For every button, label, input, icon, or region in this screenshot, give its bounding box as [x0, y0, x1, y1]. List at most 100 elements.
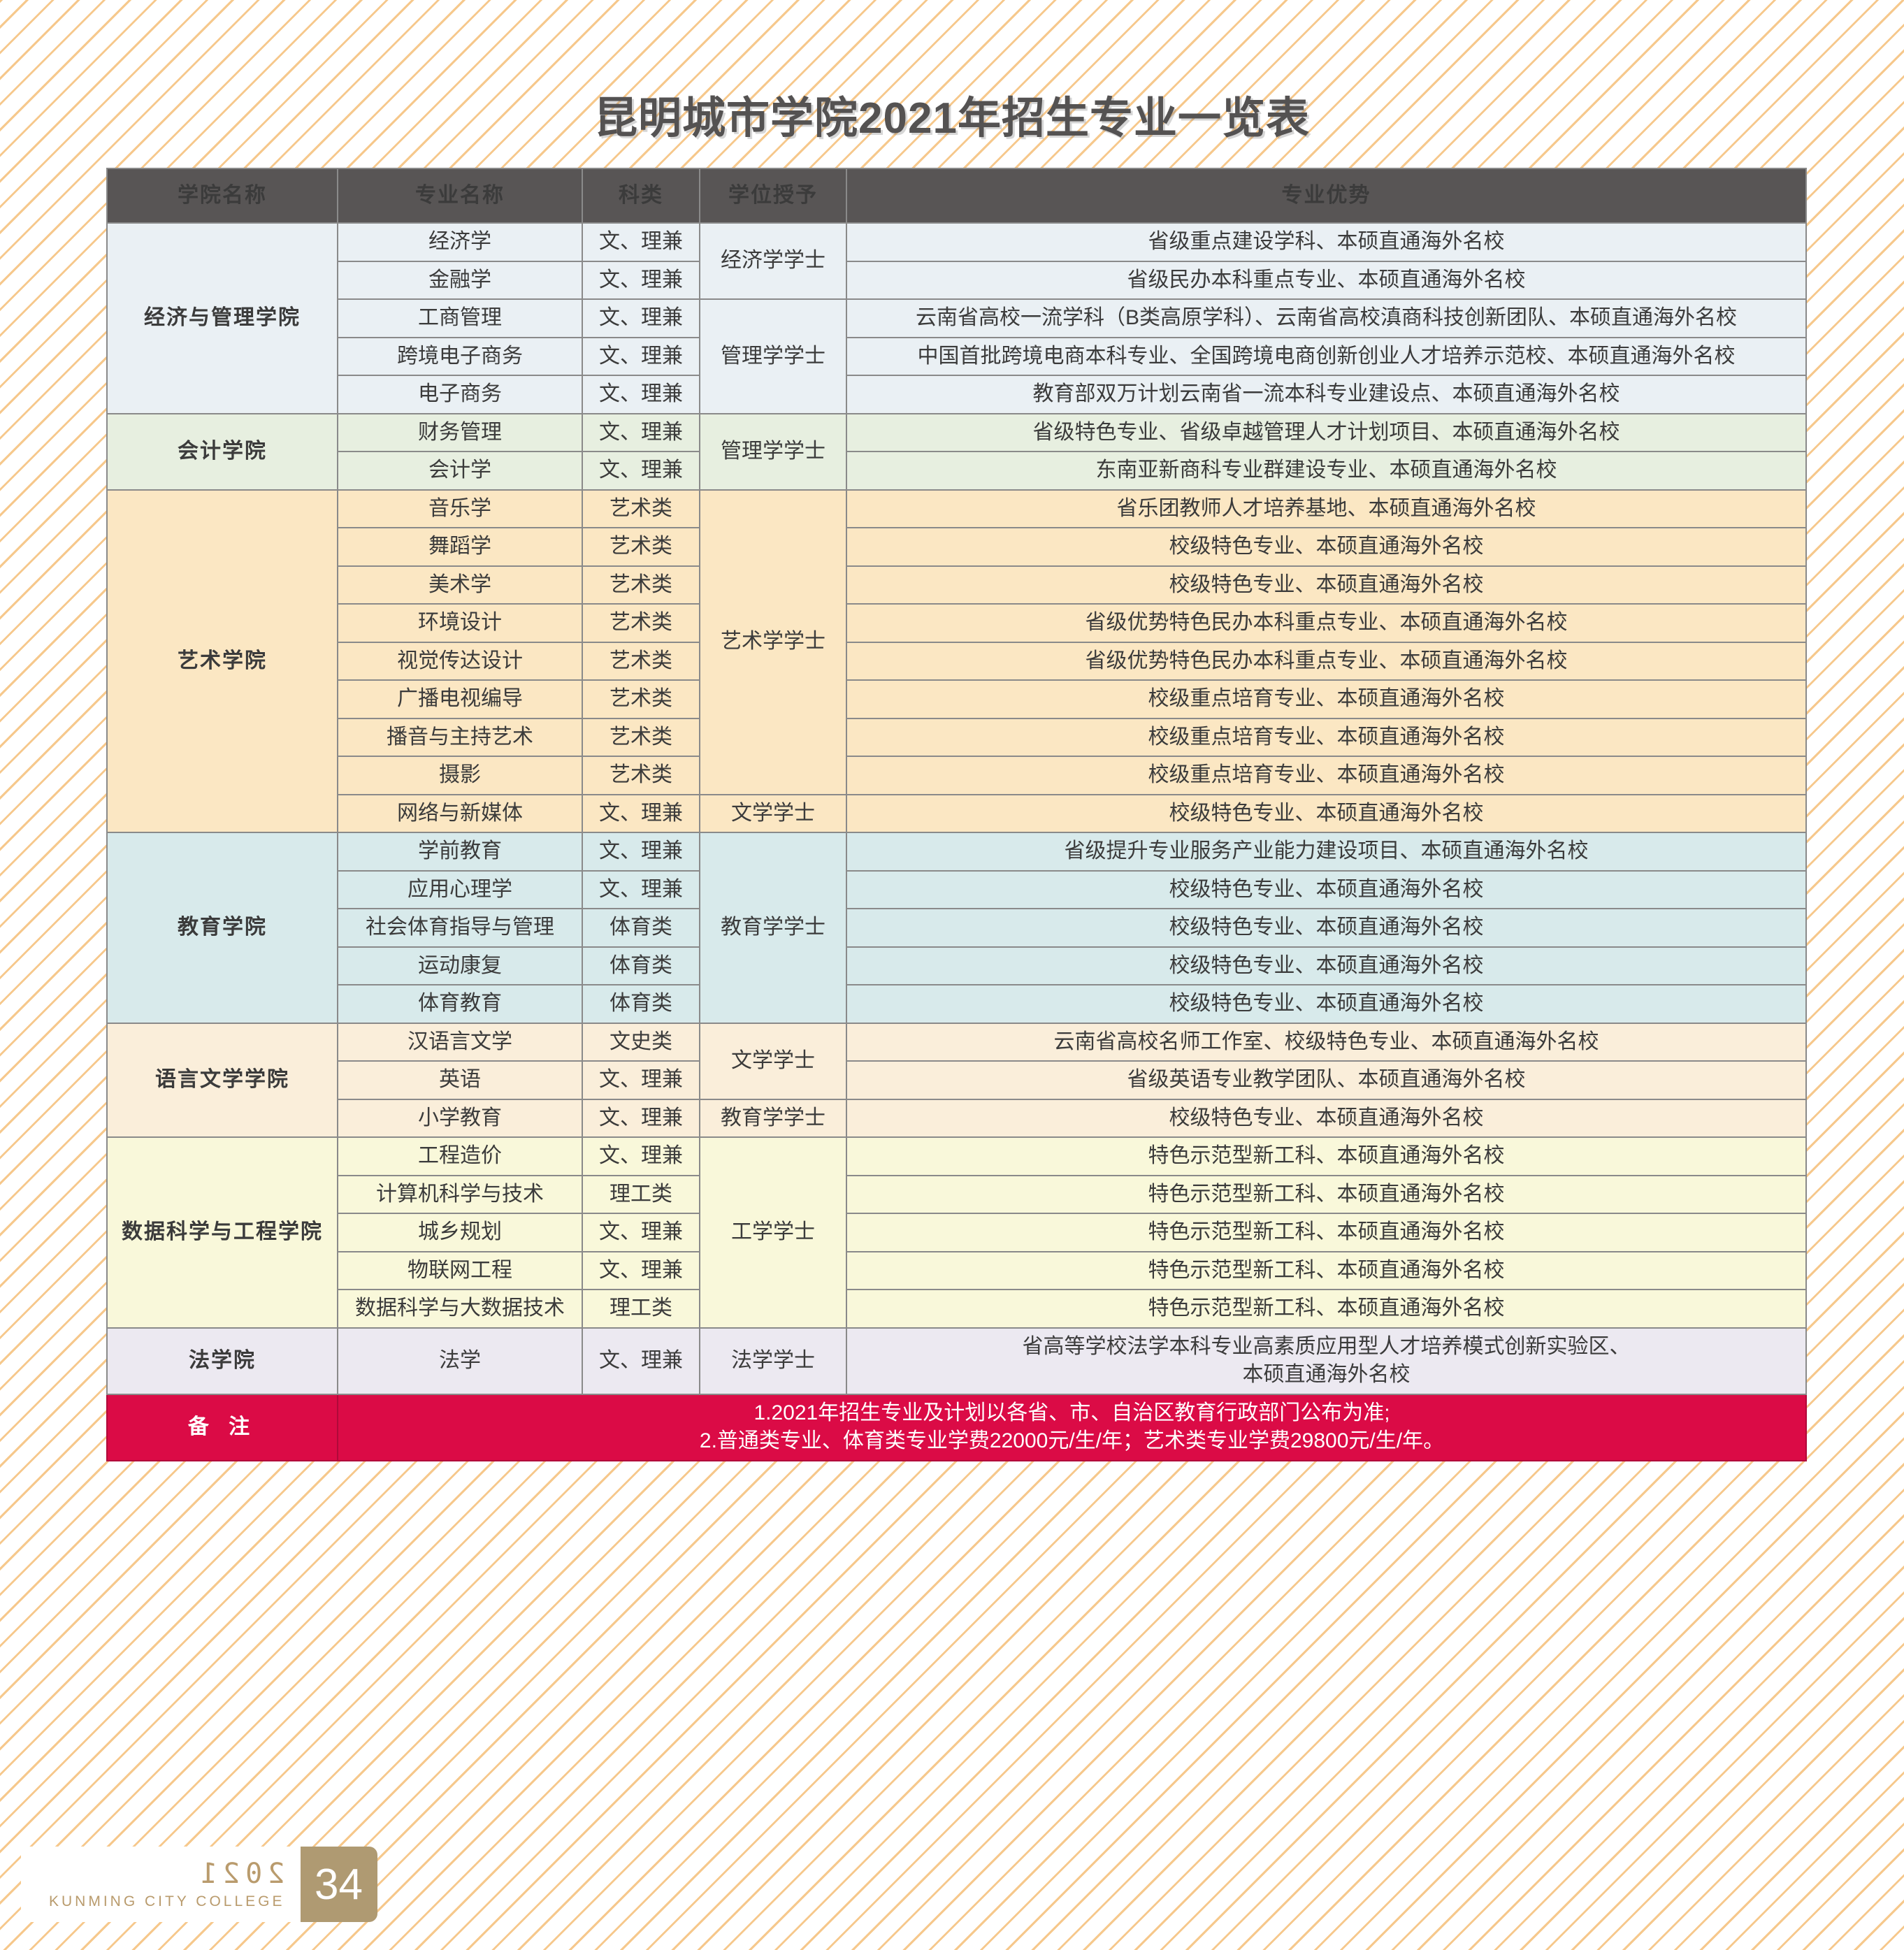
- degree-cell: 工学学士: [699, 1136, 847, 1329]
- table-row: 经济与管理学院 经济学 文、理兼 经济学学士 省级重点建设学科、本硕直通海外名校: [106, 222, 1807, 414]
- footer-college-name: KUNMING CITY COLLEGE: [49, 1893, 285, 1909]
- table-row: 网络与新媒体 文、理兼 文学学士 校级特色专业、本硕直通海外名校: [107, 793, 1807, 833]
- major-advantage-cell: 校级重点培育专业、本硕直通海外名校: [846, 756, 1807, 795]
- major-name-cell: 摄影: [337, 756, 583, 795]
- table-row: 艺术学院 音乐学 艺术类 艺术学学士 省乐团教师人才培养基地、本硕直通海外名校: [106, 489, 1807, 833]
- major-name-cell: 美术学: [337, 565, 583, 605]
- major-advantage-cell: 云南省高校名师工作室、校级特色专业、本硕直通海外名校: [846, 1022, 1807, 1062]
- page-number: 34: [300, 1847, 377, 1922]
- header-degree: 学位授予: [699, 168, 847, 224]
- footer-badge: 2021 KUNMING CITY COLLEGE 34: [21, 1847, 377, 1922]
- table-row: 金融学 文、理兼 省级民办本科重点专业、本硕直通海外名校: [107, 260, 1807, 300]
- major-advantage-cell: 云南省高校一流学科（B类高原学科）、云南省高校滇商科技创新团队、本硕直通海外名校: [846, 298, 1807, 338]
- table-row: 计算机科学与技术 理工类 特色示范型新工科、本硕直通海外名校: [107, 1174, 1807, 1214]
- major-name-cell: 城乡规划: [337, 1213, 583, 1252]
- major-advantage-cell: 特色示范型新工科、本硕直通海外名校: [846, 1289, 1807, 1329]
- major-name-cell: 金融学: [337, 260, 583, 300]
- major-name-cell: 小学教育: [337, 1098, 583, 1138]
- major-advantage-cell: 省级提升专业服务产业能力建设项目、本硕直通海外名校: [846, 832, 1807, 872]
- major-advantage-cell: 省级民办本科重点专业、本硕直通海外名校: [846, 260, 1807, 300]
- table-row: 环境设计 艺术类 省级优势特色民办本科重点专业、本硕直通海外名校: [107, 603, 1807, 643]
- major-advantage-cell: 教育部双万计划云南省一流本科专业建设点、本硕直通海外名校: [846, 375, 1807, 414]
- major-advantage-cell: 东南亚新商科专业群建设专业、本硕直通海外名校: [846, 451, 1807, 491]
- subject-type-cell: 文、理兼: [582, 375, 700, 414]
- college-name-cell: 数据科学与工程学院: [106, 1136, 338, 1329]
- table-row: 体育教育 体育类 校级特色专业、本硕直通海外名校: [107, 984, 1807, 1024]
- major-advantage-cell: 省级优势特色民办本科重点专业、本硕直通海外名校: [846, 603, 1807, 643]
- subject-type-cell: 文、理兼: [582, 1098, 700, 1138]
- table-row: 播音与主持艺术 艺术类 校级重点培育专业、本硕直通海外名校: [107, 717, 1807, 757]
- degree-cell: 文学学士: [699, 1022, 847, 1100]
- college-name-cell: 艺术学院: [106, 489, 338, 833]
- major-advantage-cell: 校级特色专业、本硕直通海外名校: [846, 984, 1807, 1024]
- college-name-cell: 法学院: [106, 1327, 338, 1395]
- subject-type-cell: 艺术类: [582, 527, 700, 567]
- note-line: 2.普通类专业、体育类专业学费22000元/生/年；艺术类专业学费29800元/…: [699, 1429, 1445, 1452]
- table-row: 运动康复 体育类 校级特色专业、本硕直通海外名校: [107, 946, 1807, 985]
- note-row: 备 注 1.2021年招生专业及计划以各省、市、自治区教育行政部门公布为准; 2.普…: [106, 1393, 1807, 1461]
- subject-type-cell: 文、理兼: [582, 260, 700, 300]
- major-advantage-cell: 省级特色专业、省级卓越管理人才计划项目、本硕直通海外名校: [846, 412, 1807, 452]
- degree-cell: 教育学学士: [699, 832, 847, 1024]
- major-name-cell: 网络与新媒体: [337, 793, 583, 833]
- major-name-cell: 环境设计: [337, 603, 583, 643]
- subject-type-cell: 体育类: [582, 984, 700, 1024]
- degree-cell: 管理学学士: [699, 412, 847, 491]
- table-row: 物联网工程 文、理兼 特色示范型新工科、本硕直通海外名校: [107, 1250, 1807, 1290]
- subject-type-cell: 体育类: [582, 946, 700, 985]
- major-advantage-cell: 省级优势特色民办本科重点专业、本硕直通海外名校: [846, 641, 1807, 681]
- table-row: 语言文学学院 汉语言文学 文史类 文学学士 云南省高校名师工作室、校级特色专业、本硕直通…: [106, 1022, 1807, 1138]
- subject-type-cell: 文、理兼: [582, 793, 700, 833]
- major-name-cell: 工程造价: [337, 1136, 583, 1176]
- major-name-cell: 播音与主持艺术: [337, 717, 583, 757]
- major-advantage-cell: 特色示范型新工科、本硕直通海外名校: [846, 1250, 1807, 1290]
- subject-type-cell: 体育类: [582, 908, 700, 948]
- major-advantage-cell: 校级特色专业、本硕直通海外名校: [846, 869, 1807, 909]
- subject-type-cell: 艺术类: [582, 756, 700, 795]
- major-advantage-cell: 省高等学校法学本科专业高素质应用型人才培养模式创新实验区、 本硕直通海外名校: [846, 1327, 1807, 1395]
- major-name-cell: 经济学: [337, 222, 583, 262]
- major-name-cell: 数据科学与大数据技术: [337, 1289, 583, 1329]
- header-subject-type: 科类: [582, 168, 700, 224]
- major-advantage-cell: 特色示范型新工科、本硕直通海外名校: [846, 1174, 1807, 1214]
- majors-table: 学院名称 专业名称 科类 学位授予 专业优势 经济与管理学院 经济学 文、理兼 经济学…: [106, 168, 1807, 1461]
- major-name-cell: 计算机科学与技术: [337, 1174, 583, 1214]
- degree-cell: 艺术学学士: [699, 489, 847, 795]
- subject-type-cell: 艺术类: [582, 489, 700, 528]
- table-row: 视觉传达设计 艺术类 省级优势特色民办本科重点专业、本硕直通海外名校: [107, 641, 1807, 681]
- major-name-cell: 跨境电子商务: [337, 336, 583, 376]
- subject-type-cell: 文、理兼: [582, 298, 700, 338]
- major-advantage-cell: 省级重点建设学科、本硕直通海外名校: [846, 222, 1807, 262]
- subject-type-cell: 艺术类: [582, 603, 700, 643]
- major-name-cell: 英语: [337, 1060, 583, 1100]
- table-row: 电子商务 文、理兼 教育部双万计划云南省一流本科专业建设点、本硕直通海外名校: [107, 375, 1807, 414]
- header-major-advantage: 专业优势: [846, 168, 1807, 224]
- majors-table-container: 学院名称 专业名称 科类 学位授予 专业优势 经济与管理学院 经济学 文、理兼 经济学…: [106, 168, 1807, 1461]
- major-advantage-cell: 校级特色专业、本硕直通海外名校: [846, 527, 1807, 567]
- subject-type-cell: 艺术类: [582, 641, 700, 681]
- major-advantage-cell: 校级特色专业、本硕直通海外名校: [846, 565, 1807, 605]
- degree-cell: 管理学学士: [699, 298, 847, 414]
- college-name-cell: 语言文学学院: [106, 1022, 338, 1138]
- major-name-cell: 财务管理: [337, 412, 583, 452]
- table-row: 工商管理 文、理兼 管理学学士 云南省高校一流学科（B类高原学科）、云南省高校滇商科技…: [107, 298, 1807, 414]
- college-name-cell: 会计学院: [106, 412, 338, 491]
- major-name-cell: 广播电视编导: [337, 679, 583, 719]
- major-advantage-cell: 特色示范型新工科、本硕直通海外名校: [846, 1213, 1807, 1252]
- note-body: 1.2021年招生专业及计划以各省、市、自治区教育行政部门公布为准; 2.普通类专…: [337, 1393, 1807, 1461]
- major-advantage-cell: 省乐团教师人才培养基地、本硕直通海外名校: [846, 489, 1807, 528]
- subject-type-cell: 文史类: [582, 1022, 700, 1062]
- major-advantage-cell: 校级重点培育专业、本硕直通海外名校: [846, 717, 1807, 757]
- major-name-cell: 物联网工程: [337, 1250, 583, 1290]
- note-line: 1.2021年招生专业及计划以各省、市、自治区教育行政部门公布为准;: [753, 1401, 1390, 1424]
- subject-type-cell: 文、理兼: [582, 869, 700, 909]
- major-advantage-cell: 校级特色专业、本硕直通海外名校: [846, 793, 1807, 833]
- college-name-cell: 经济与管理学院: [106, 222, 338, 414]
- table-row: 社会体育指导与管理 体育类 校级特色专业、本硕直通海外名校: [107, 908, 1807, 948]
- table-row: 舞蹈学 艺术类 校级特色专业、本硕直通海外名校: [107, 527, 1807, 567]
- header-major-name: 专业名称: [337, 168, 583, 224]
- major-advantage-cell: 校级特色专业、本硕直通海外名校: [846, 908, 1807, 948]
- table-row: 广播电视编导 艺术类 校级重点培育专业、本硕直通海外名校: [107, 679, 1807, 719]
- subject-type-cell: 文、理兼: [582, 336, 700, 376]
- degree-cell: 教育学学士: [699, 1098, 847, 1138]
